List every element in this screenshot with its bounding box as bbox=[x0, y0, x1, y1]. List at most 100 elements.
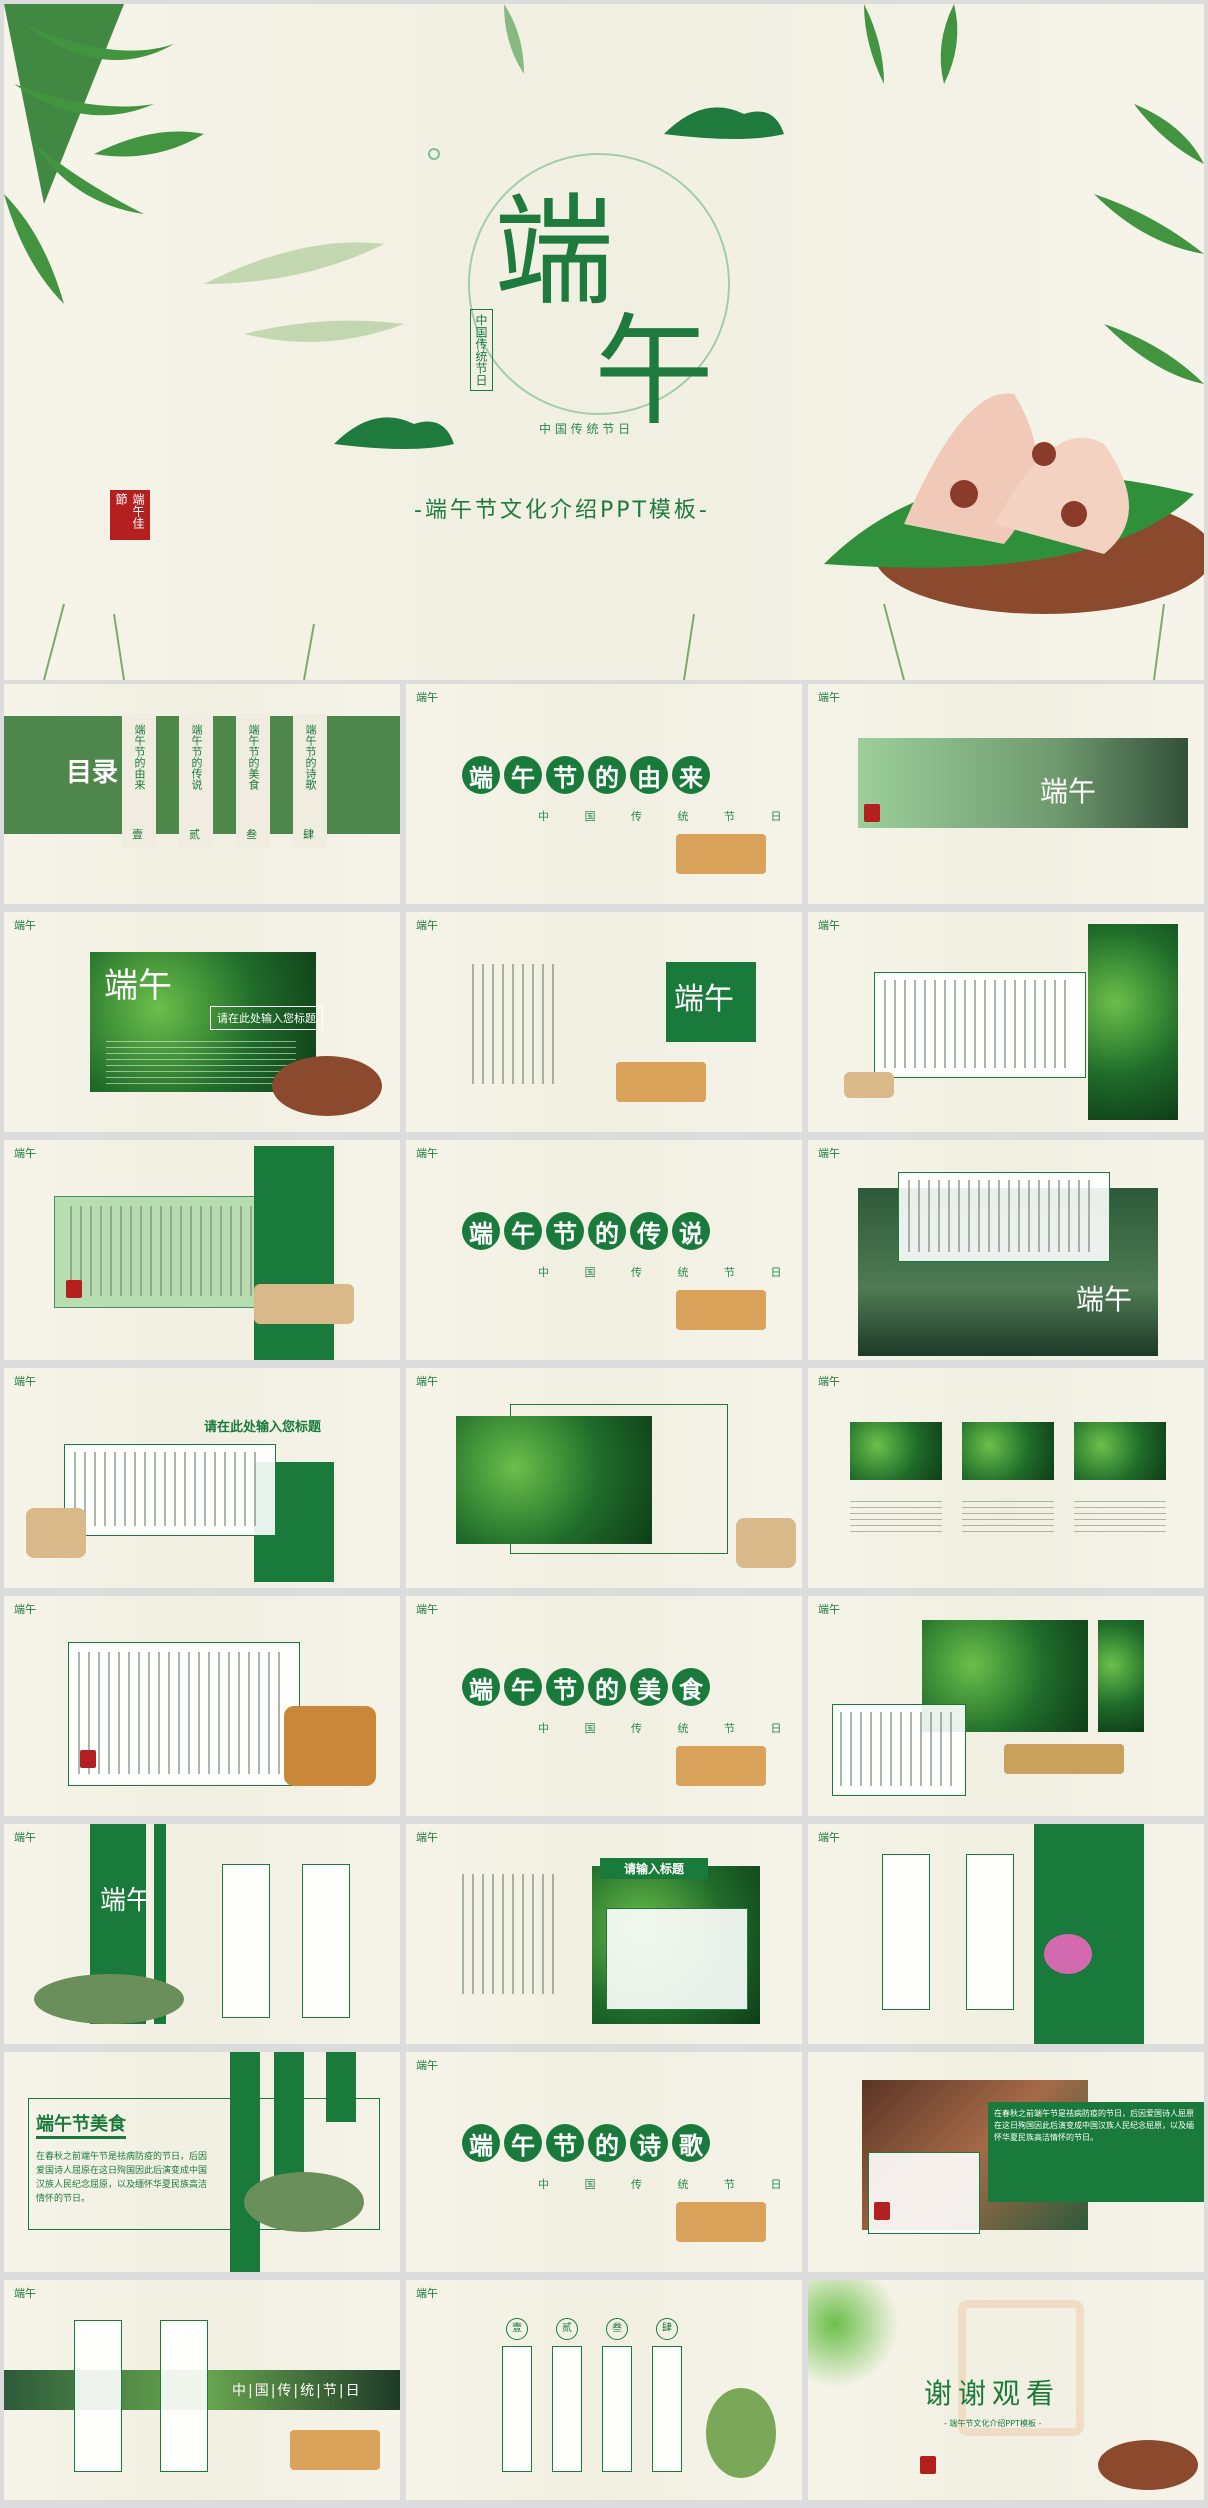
strip-text: 中|国|传|统|节|日 bbox=[232, 2383, 362, 2399]
toc-item-2[interactable]: 端午节的传说贰 bbox=[179, 714, 213, 848]
slide-four-columns[interactable]: 端午 壹 贰 叁 肆 bbox=[406, 2280, 802, 2500]
logo-mark: 端午 bbox=[818, 1831, 840, 1844]
toc-title: 目录 bbox=[66, 758, 119, 788]
hero-small-subtitle: 中 国 传 统 节 日 bbox=[539, 422, 631, 436]
title-char: 美 bbox=[630, 1668, 668, 1706]
zongzi-image bbox=[34, 1974, 184, 2024]
slide-mugwort[interactable]: 端午 bbox=[406, 1368, 802, 1588]
logo-mark: 端午 bbox=[818, 691, 840, 704]
zongzi-image bbox=[676, 1290, 766, 1330]
section-title: 端 午 节 的 美 食 bbox=[462, 1668, 710, 1706]
title-char: 节 bbox=[546, 2124, 584, 2162]
vertical-text-columns bbox=[70, 1206, 270, 1296]
body-text-lines bbox=[106, 1040, 296, 1084]
title-char: 端 bbox=[462, 2124, 500, 2162]
title-char: 传 bbox=[630, 1212, 668, 1250]
logo-mark: 端午 bbox=[14, 1375, 36, 1388]
slide-sachet[interactable]: 端午 bbox=[808, 1824, 1204, 2044]
zongzi-image bbox=[706, 2388, 776, 2478]
vertical-text-columns bbox=[74, 1452, 264, 1526]
hero-seal: 端午佳節 bbox=[110, 490, 150, 540]
green-text-box bbox=[988, 2102, 1204, 2202]
slide-toc[interactable]: 目录 端午节的由来壹 端午节的传说贰 端午节的美食叁 端午节的诗歌肆 bbox=[4, 684, 400, 904]
food-title: 端午节美食 bbox=[36, 2110, 126, 2139]
title-char: 节 bbox=[546, 1668, 584, 1706]
slide-zongzi-columns[interactable]: 端午 端午 bbox=[4, 1824, 400, 2044]
column-num-3: 叁 bbox=[606, 2318, 628, 2340]
slide-food-intro[interactable]: 端午节美食 在春秋之前端午节是祛病防疫的节日，后因爱国诗人屈原在这日殉国因此后演… bbox=[4, 2052, 400, 2272]
zongzi-image bbox=[736, 1518, 796, 1568]
logo-mark: 端午 bbox=[416, 919, 438, 932]
slide-titled-text[interactable]: 端午 请在此处输入您标题 bbox=[4, 1368, 400, 1588]
input-title-label: 请在此处输入您标题 bbox=[204, 1420, 322, 1435]
logo-mark: 端午 bbox=[416, 2287, 438, 2300]
logo-mark: 端午 bbox=[14, 919, 36, 932]
slide-thanks[interactable]: 谢谢观看 - 端午节文化介绍PPT模板 - bbox=[808, 2280, 1204, 2500]
section-subtitle: 中 国 传 统 节 日 bbox=[538, 2178, 798, 2191]
slide-three-photos[interactable]: 端午 bbox=[808, 1368, 1204, 1588]
toc-num: 贰 bbox=[189, 828, 200, 841]
slide-green-column[interactable]: 端午 bbox=[4, 1140, 400, 1360]
toc-item-1[interactable]: 端午节的由来壹 bbox=[122, 714, 156, 848]
logo-box bbox=[666, 962, 756, 1042]
slide-dragon-text[interactable]: 端午 bbox=[4, 1596, 400, 1816]
logo-mark: 端午 bbox=[14, 1147, 36, 1160]
title-char: 的 bbox=[588, 1668, 626, 1706]
logo-mark: 端午 bbox=[416, 691, 438, 704]
slide-text-leaf[interactable]: 端午 bbox=[808, 912, 1204, 1132]
slide-input-title[interactable]: 端午 请输入标题 bbox=[406, 1824, 802, 2044]
logo-mark: 端午 bbox=[416, 1603, 438, 1616]
slide-section-poetry[interactable]: 端午 端 午 节 的 诗 歌 中 国 传 统 节 日 bbox=[406, 2052, 802, 2272]
vertical-text-columns bbox=[908, 1180, 1098, 1252]
title-char: 歌 bbox=[672, 2124, 710, 2162]
slide-hands-photo[interactable]: 在春秋之前端午节是祛病防疫的节日，后因爱国诗人屈原在这日殉国因此后演变成中国汉族… bbox=[808, 2052, 1204, 2272]
leaf-photo-2 bbox=[962, 1422, 1054, 1480]
hero-vertical-badge: 中国传统节日 bbox=[470, 309, 493, 391]
column-num-4: 肆 bbox=[656, 2318, 678, 2340]
thanks-subtitle: - 端午节文化介绍PPT模板 - bbox=[944, 2419, 1042, 2428]
toc-num: 壹 bbox=[132, 828, 143, 841]
slide-section-food[interactable]: 端午 端 午 节 的 美 食 中 国 传 统 节 日 bbox=[406, 1596, 802, 1816]
title-char: 的 bbox=[588, 2124, 626, 2162]
toc-item-label: 端午节的传说 bbox=[190, 724, 203, 790]
slide-vertical-text[interactable]: 端午 端午 bbox=[406, 912, 802, 1132]
text-column-2 bbox=[160, 2320, 208, 2472]
logo-mark: 端午 bbox=[818, 919, 840, 932]
section-title: 端 午 节 的 诗 歌 bbox=[462, 2124, 710, 2162]
slide-section-origin[interactable]: 端午 端 午 节 的 由 来 中 国 传 统 节 日 bbox=[406, 684, 802, 904]
section-title: 端 午 节 的 由 来 bbox=[462, 756, 710, 794]
slide-intro-text[interactable]: 端午 端午 请在此处输入您标题 bbox=[4, 912, 400, 1132]
photo-logo: 端午 bbox=[1076, 1283, 1133, 1316]
toc-item-3[interactable]: 端午节的美食叁 bbox=[236, 714, 270, 848]
toc-item-4[interactable]: 端午节的诗歌肆 bbox=[293, 714, 327, 848]
slide-origin-photo[interactable]: 端午 端午 bbox=[808, 684, 1204, 904]
leaf-photo-narrow bbox=[1098, 1620, 1144, 1732]
input-title-label: 请在此处输入您标题 bbox=[210, 1006, 323, 1030]
section-subtitle: 中 国 传 统 节 日 bbox=[538, 1266, 798, 1279]
zongzi-image bbox=[290, 2430, 380, 2470]
title-char: 午 bbox=[504, 2124, 542, 2162]
slide-strip[interactable]: 端午 中|国|传|统|节|日 bbox=[4, 2280, 400, 2500]
dragon-figure bbox=[284, 1706, 376, 1786]
caption-lines-3 bbox=[1074, 1496, 1166, 1532]
slide-food-photo[interactable]: 端午 bbox=[808, 1596, 1204, 1816]
thanks-title: 谢谢观看 bbox=[924, 2377, 1061, 2410]
title-char: 午 bbox=[504, 1668, 542, 1706]
text-column-3 bbox=[602, 2346, 632, 2472]
leaf-photo-3 bbox=[1074, 1422, 1166, 1480]
text-column-2 bbox=[302, 1864, 350, 2018]
text-column-1 bbox=[222, 1864, 270, 2018]
zongzi-image bbox=[26, 1508, 86, 1558]
steamer-image bbox=[844, 1072, 894, 1098]
title-char: 诗 bbox=[630, 2124, 668, 2162]
title-char: 的 bbox=[588, 756, 626, 794]
slide-thumbnail-grid: 目录 端午节的由来壹 端午节的传说贰 端午节的美食叁 端午节的诗歌肆 端午 端 … bbox=[4, 684, 1204, 2504]
logo-mark: 端午 bbox=[416, 1375, 438, 1388]
text-column-1 bbox=[502, 2346, 532, 2472]
mugwort-photo bbox=[456, 1416, 652, 1544]
slide-section-legend[interactable]: 端午 端 午 节 的 传 说 中 国 传 统 节 日 bbox=[406, 1140, 802, 1360]
slide-dragon-boat[interactable]: 端午 端午 bbox=[808, 1140, 1204, 1360]
hero-slide[interactable]: 端 午 中国传统节日 中 国 传 统 节 日 -端午节文化介绍PPT模板- 端午… bbox=[4, 4, 1204, 680]
text-panel bbox=[868, 2152, 980, 2234]
vertical-text-columns bbox=[462, 1874, 562, 1994]
